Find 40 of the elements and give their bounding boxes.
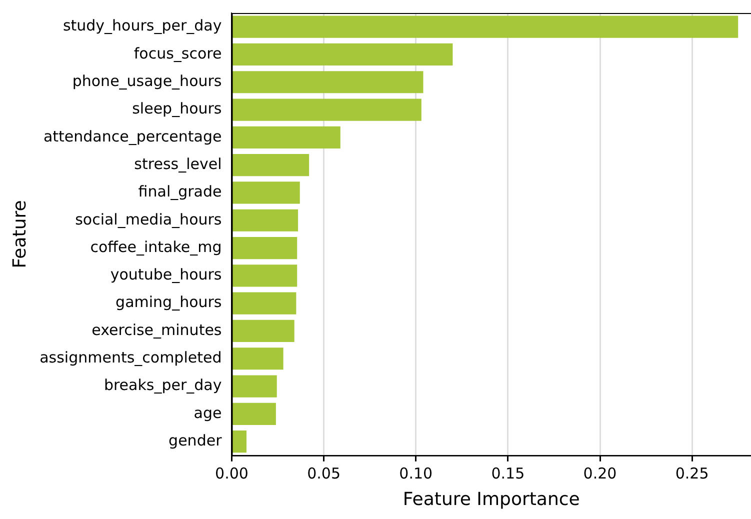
y-tick-label: age bbox=[194, 404, 222, 422]
y-tick-label: gaming_hours bbox=[116, 293, 222, 312]
x-tick-label: 0.10 bbox=[399, 464, 433, 482]
y-tick-label: exercise_minutes bbox=[92, 320, 222, 339]
y-tick-label: coffee_intake_mg bbox=[90, 238, 222, 256]
bar bbox=[232, 375, 277, 398]
bar bbox=[232, 292, 296, 314]
x-axis-title: Feature Importance bbox=[402, 488, 580, 510]
bar bbox=[232, 402, 276, 425]
bar bbox=[232, 71, 424, 94]
bar bbox=[232, 430, 246, 453]
y-tick-label: attendance_percentage bbox=[43, 127, 222, 146]
x-tick-label: 0.20 bbox=[583, 464, 617, 482]
x-tick-label: 0.25 bbox=[675, 464, 709, 482]
bar bbox=[232, 348, 284, 370]
y-tick-label: assignments_completed bbox=[40, 348, 222, 367]
x-tick-label: 0.00 bbox=[215, 464, 248, 482]
x-tick-label: 0.05 bbox=[307, 464, 341, 482]
y-tick-label: study_hours_per_day bbox=[62, 16, 222, 35]
y-tick-label: gender bbox=[168, 431, 223, 450]
bar bbox=[232, 236, 298, 260]
x-tick-label: 0.15 bbox=[491, 464, 525, 482]
bar bbox=[232, 126, 340, 148]
bar bbox=[232, 16, 738, 38]
y-tick-label: stress_level bbox=[134, 154, 222, 173]
bar bbox=[232, 43, 453, 66]
bar bbox=[232, 98, 422, 121]
y-tick-label: youtube_hours bbox=[110, 266, 222, 284]
y-axis-title: Feature bbox=[9, 200, 30, 268]
bar bbox=[232, 320, 294, 342]
bar bbox=[232, 154, 310, 176]
y-tick-label: sleep_hours bbox=[132, 100, 222, 118]
bar bbox=[232, 264, 298, 287]
y-tick-label: breaks_per_day bbox=[104, 376, 222, 394]
y-tick-label: final_grade bbox=[138, 182, 222, 201]
y-tick-label: phone_usage_hours bbox=[72, 72, 222, 90]
bar bbox=[232, 209, 298, 232]
bar bbox=[232, 182, 300, 204]
y-tick-label: social_media_hours bbox=[75, 210, 222, 228]
y-tick-label: focus_score bbox=[134, 44, 222, 62]
